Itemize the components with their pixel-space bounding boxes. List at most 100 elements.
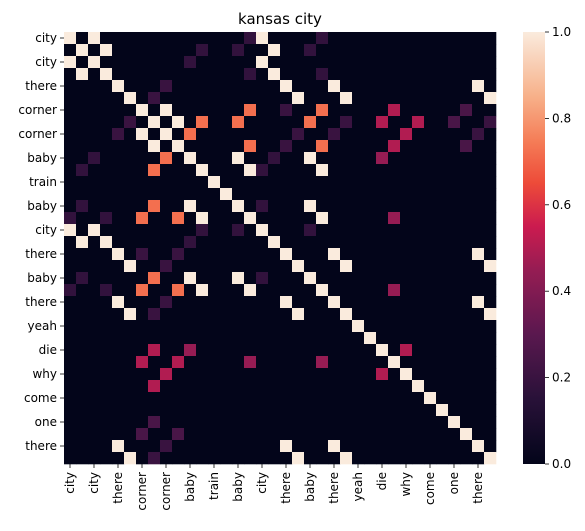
heatmap-cell xyxy=(220,80,232,92)
heatmap-cell xyxy=(172,416,184,428)
heatmap-cell xyxy=(148,284,160,296)
heatmap-cell xyxy=(76,356,88,368)
heatmap-cell xyxy=(100,128,112,140)
heatmap-cell xyxy=(184,248,196,260)
heatmap-cell xyxy=(64,44,76,56)
heatmap-cell xyxy=(136,356,148,368)
heatmap-cell xyxy=(64,80,76,92)
heatmap-cell xyxy=(424,296,436,308)
heatmap-cell xyxy=(316,320,328,332)
heatmap-cell xyxy=(424,308,436,320)
heatmap-cells xyxy=(64,32,496,464)
heatmap-cell xyxy=(472,260,484,272)
heatmap-cell xyxy=(472,92,484,104)
heatmap-cell xyxy=(472,104,484,116)
heatmap-cell xyxy=(160,344,172,356)
heatmap-cell xyxy=(352,32,364,44)
heatmap-cell xyxy=(316,332,328,344)
heatmap-cell xyxy=(268,128,280,140)
heatmap-cell xyxy=(472,116,484,128)
heatmap-cell xyxy=(352,368,364,380)
heatmap-cell xyxy=(472,248,484,260)
heatmap-cell xyxy=(196,296,208,308)
x-tick-label: city xyxy=(87,472,101,494)
heatmap-cell xyxy=(400,44,412,56)
heatmap-cell xyxy=(304,224,316,236)
heatmap-cell xyxy=(340,56,352,68)
heatmap-cell xyxy=(316,212,328,224)
heatmap-cell xyxy=(148,416,160,428)
heatmap-cell xyxy=(124,92,136,104)
heatmap-cell xyxy=(280,452,292,464)
heatmap-cell xyxy=(196,308,208,320)
heatmap-cell xyxy=(112,32,124,44)
heatmap-cell xyxy=(184,164,196,176)
heatmap-cell xyxy=(196,104,208,116)
heatmap-cell xyxy=(124,452,136,464)
heatmap-cell xyxy=(160,356,172,368)
heatmap-cell xyxy=(328,416,340,428)
heatmap-cell xyxy=(172,356,184,368)
heatmap-cell xyxy=(472,68,484,80)
heatmap-cell xyxy=(472,308,484,320)
heatmap-cell xyxy=(172,284,184,296)
heatmap-cell xyxy=(472,152,484,164)
heatmap-cell xyxy=(196,188,208,200)
heatmap-cell xyxy=(76,236,88,248)
heatmap-cell xyxy=(472,176,484,188)
heatmap-cell xyxy=(124,56,136,68)
heatmap-cell xyxy=(376,56,388,68)
heatmap-cell xyxy=(292,56,304,68)
heatmap-cell xyxy=(448,200,460,212)
heatmap-cell xyxy=(388,200,400,212)
y-tick-label: corner xyxy=(18,103,57,117)
heatmap-cell xyxy=(88,452,100,464)
heatmap-cell xyxy=(472,332,484,344)
heatmap-cell xyxy=(64,32,76,44)
heatmap-cell xyxy=(412,272,424,284)
heatmap-cell xyxy=(352,452,364,464)
heatmap-cell xyxy=(292,32,304,44)
heatmap-cell xyxy=(220,116,232,128)
heatmap-cell xyxy=(268,236,280,248)
heatmap-cell xyxy=(364,260,376,272)
heatmap-cell xyxy=(268,104,280,116)
heatmap-cell xyxy=(172,44,184,56)
heatmap-cell xyxy=(148,80,160,92)
heatmap-cell xyxy=(172,272,184,284)
heatmap-cell xyxy=(412,116,424,128)
heatmap-cell xyxy=(388,140,400,152)
heatmap-cell xyxy=(388,128,400,140)
heatmap-cell xyxy=(352,152,364,164)
heatmap-cell xyxy=(472,428,484,440)
heatmap-cell xyxy=(460,344,472,356)
y-tick-label: yeah xyxy=(28,319,57,333)
heatmap-cell xyxy=(376,164,388,176)
y-tick-label: why xyxy=(32,367,57,381)
heatmap-cell xyxy=(424,248,436,260)
heatmap-cell xyxy=(148,356,160,368)
heatmap-cell xyxy=(340,236,352,248)
heatmap-cell xyxy=(376,116,388,128)
heatmap-cell xyxy=(136,116,148,128)
heatmap-cell xyxy=(364,440,376,452)
heatmap-cell xyxy=(484,128,496,140)
heatmap-cell xyxy=(448,416,460,428)
heatmap-cell xyxy=(304,200,316,212)
heatmap-cell xyxy=(400,128,412,140)
heatmap-cell xyxy=(316,428,328,440)
heatmap-cell xyxy=(256,56,268,68)
heatmap-cell xyxy=(484,140,496,152)
heatmap-cell xyxy=(208,416,220,428)
heatmap-cell xyxy=(244,284,256,296)
heatmap-cell xyxy=(472,356,484,368)
heatmap-cell xyxy=(220,164,232,176)
heatmap-cell xyxy=(160,140,172,152)
heatmap-cell xyxy=(340,416,352,428)
heatmap-cell xyxy=(352,296,364,308)
heatmap-cell xyxy=(460,176,472,188)
heatmap-cell xyxy=(88,440,100,452)
heatmap-cell xyxy=(184,32,196,44)
heatmap-cell xyxy=(448,356,460,368)
heatmap-cell xyxy=(352,284,364,296)
